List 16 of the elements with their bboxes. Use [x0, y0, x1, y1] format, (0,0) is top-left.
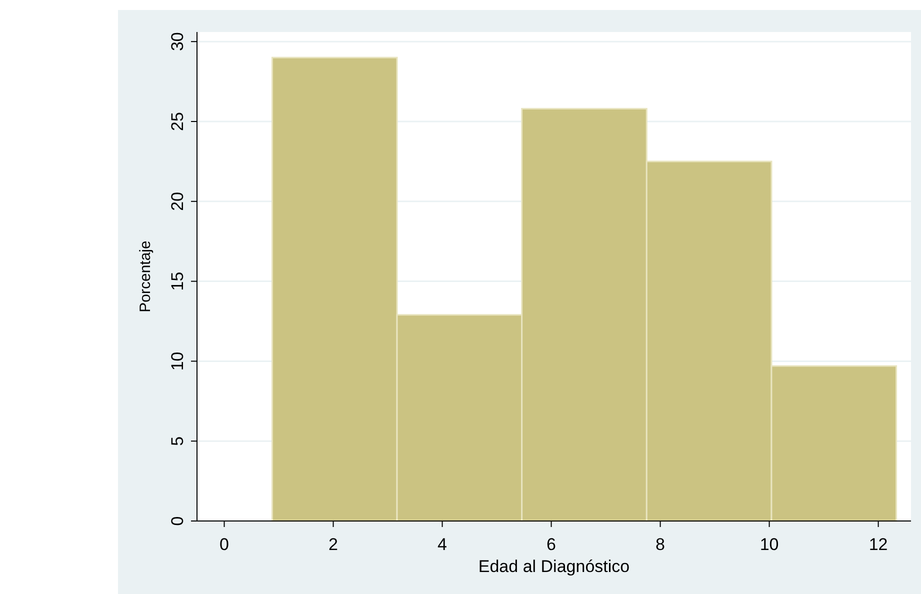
x-tick-label: 6	[546, 535, 556, 554]
y-tick-label: 5	[168, 436, 187, 446]
x-axis-title: Edad al Diagnóstico	[478, 557, 630, 576]
y-tick-label: 15	[168, 272, 187, 291]
y-tick-label: 20	[168, 192, 187, 211]
x-tick-label: 10	[760, 535, 779, 554]
y-tick-label: 0	[168, 516, 187, 526]
x-tick-label: 4	[438, 535, 447, 554]
y-tick-label: 10	[168, 352, 187, 371]
x-tick-label: 12	[868, 535, 888, 554]
x-tick-label: 2	[328, 535, 338, 554]
y-axis-title: Porcentaje	[137, 240, 154, 312]
x-tick-label: 8	[656, 535, 666, 554]
y-tick-label: 25	[168, 112, 187, 131]
y-tick-label: 30	[168, 32, 187, 52]
x-tick-label: 0	[220, 535, 229, 554]
